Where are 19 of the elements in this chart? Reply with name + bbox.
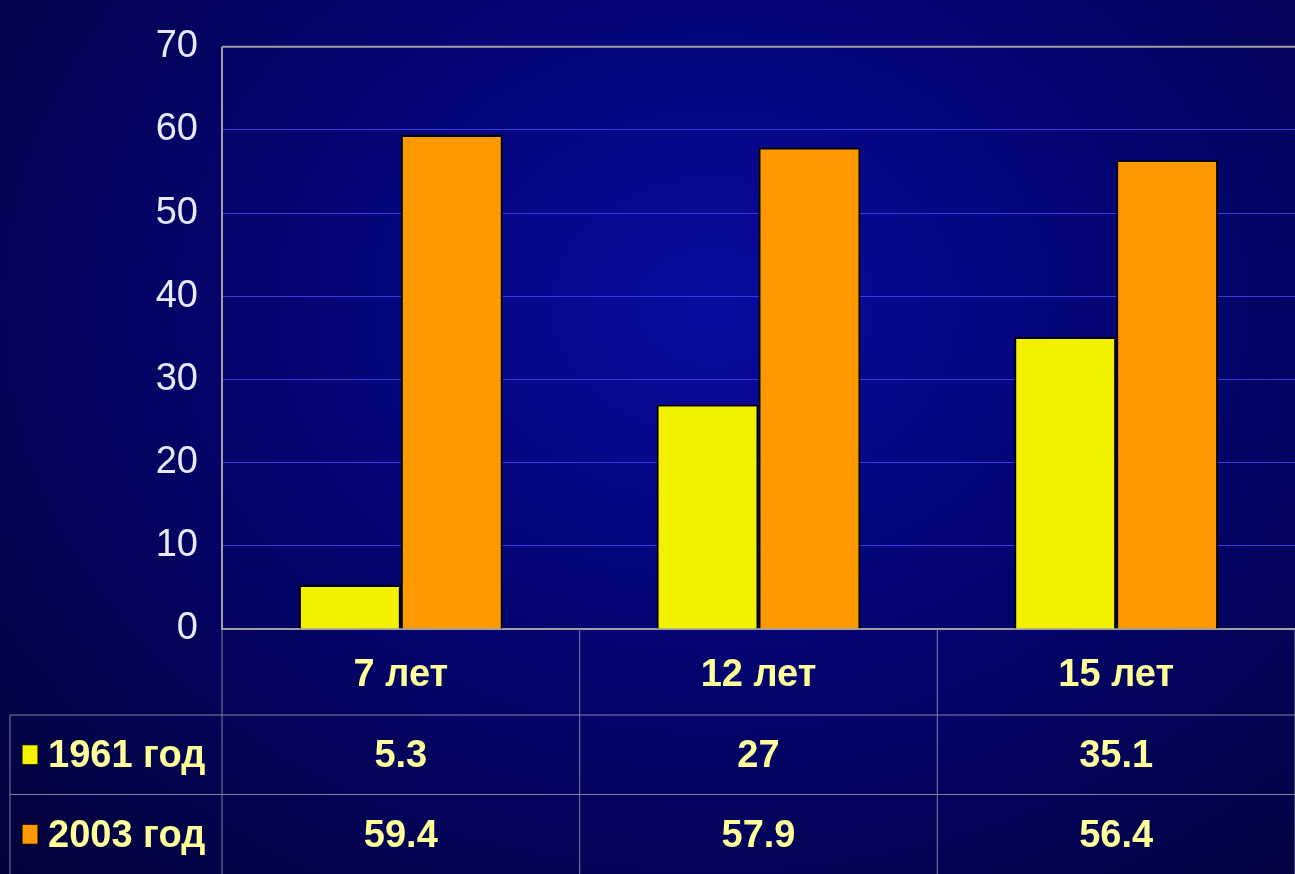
y-tick-label: 40	[155, 272, 198, 315]
data-label: 56.4	[1079, 812, 1154, 855]
x-tick-label: 15 лет	[1058, 652, 1175, 695]
legend-label: 2003 год	[48, 812, 206, 855]
data-label: 59.4	[363, 812, 438, 855]
legend-label: 1961 год	[48, 733, 206, 776]
x-tick-label: 7 лет	[353, 652, 449, 695]
y-tick-label: 60	[155, 106, 198, 149]
y-tick-label: 30	[155, 355, 198, 398]
y-tick-label: 20	[155, 439, 198, 482]
y-tick-label: 70	[155, 23, 198, 66]
y-tick-label: 0	[176, 605, 198, 648]
y-tick-label: 50	[155, 189, 198, 232]
data-label: 35.1	[1079, 733, 1154, 776]
data-label: 27	[737, 733, 780, 776]
y-tick-label: 10	[155, 522, 198, 565]
data-label: 5.3	[374, 733, 428, 776]
data-label: 57.9	[721, 812, 796, 855]
x-tick-label: 12 лет	[700, 652, 817, 695]
